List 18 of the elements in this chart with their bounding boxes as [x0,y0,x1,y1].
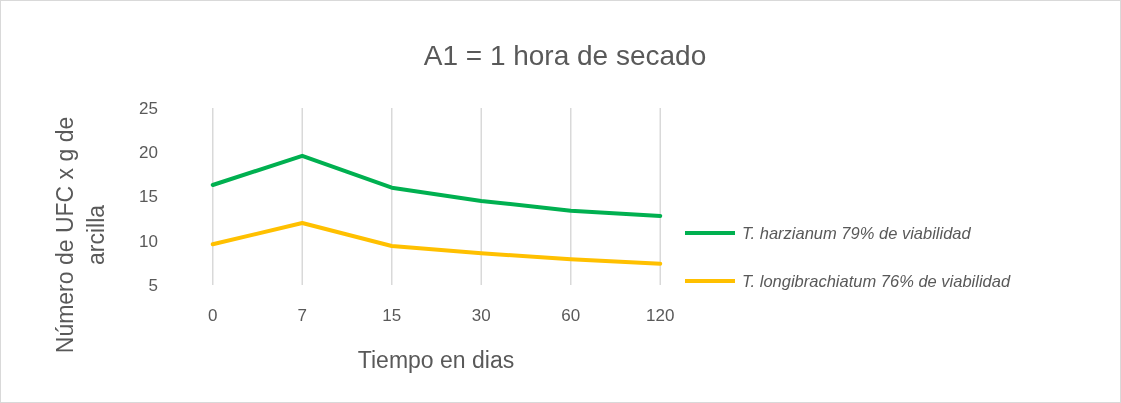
x-axis-title: Tiempo en dias [357,347,515,373]
legend-label: T. longibrachiatum 76% de viabilidad [742,271,1011,290]
x-tick-label: 120 [646,306,675,325]
y-tick-label: 25 [139,98,158,118]
chart-title: A1 = 1 hora de secado [423,40,707,71]
y-tick-label: 15 [139,187,158,207]
x-tick-label: 60 [561,306,581,325]
line-series [210,221,663,266]
line-series [210,153,663,218]
y-tick-label: 20 [139,143,158,163]
y-tick-label: 5 [148,275,158,295]
x-tick-label: 7 [297,306,307,325]
x-tick-label: 15 [382,306,402,325]
y-axis-title: Número de UFC x g de arcilla [52,116,109,354]
y-tick-label: 10 [139,231,158,251]
legend-label: T. harzianum 79% de viabilidad [742,223,972,242]
x-tick-label: 30 [471,306,491,325]
x-tick-label: 0 [208,306,218,325]
